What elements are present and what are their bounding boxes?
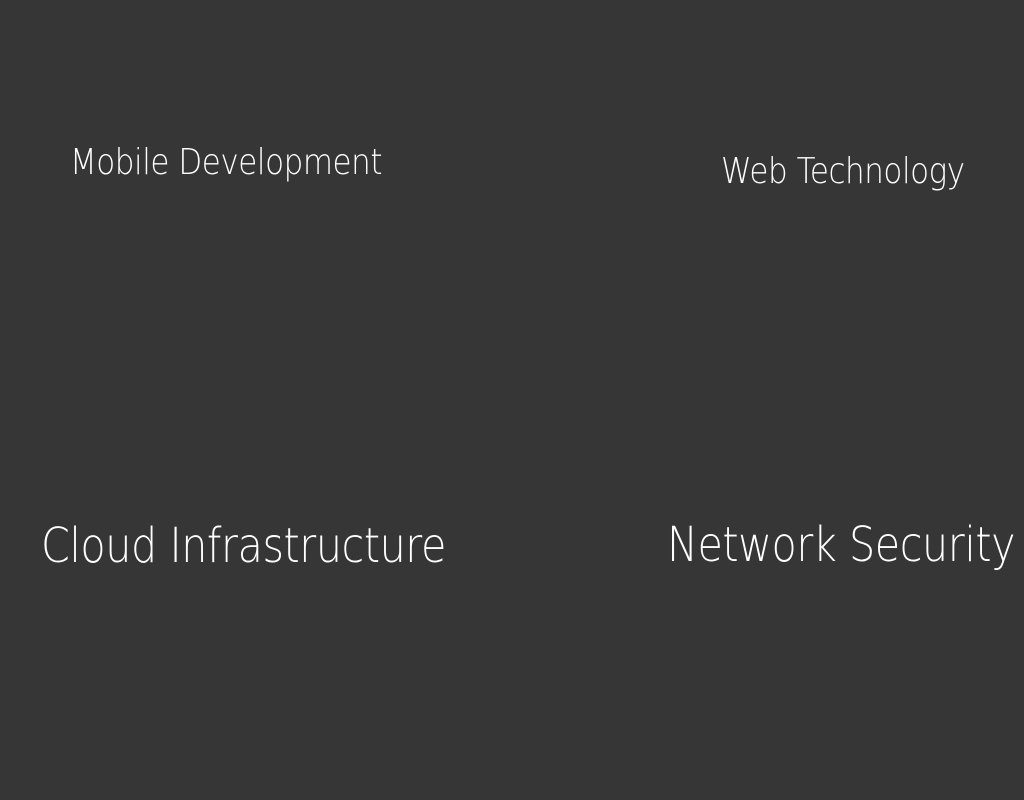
topic-web-technology: Web Technology — [721, 151, 965, 192]
topic-mobile-development: Mobile Development — [70, 142, 383, 183]
topic-cloud-infrastructure: Cloud Infrastructure — [41, 518, 446, 574]
topic-network-security: Network Security — [667, 517, 1016, 573]
